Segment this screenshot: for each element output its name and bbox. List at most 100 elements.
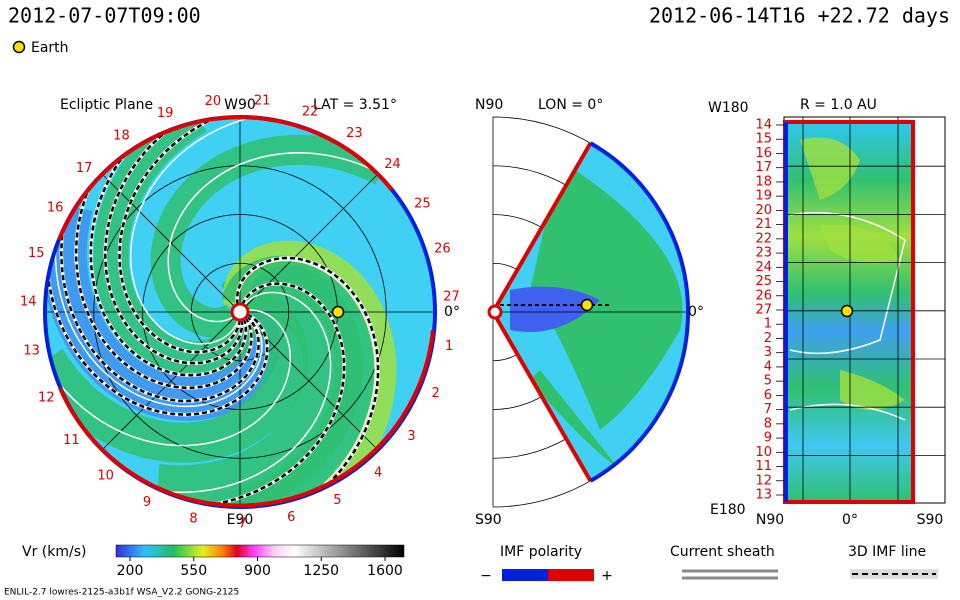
day-label: 16 <box>47 201 64 216</box>
day-label: 26 <box>755 288 772 303</box>
ecliptic-panel: Ecliptic Plane W90 LAT = 3.51° E90 0° <box>43 97 460 528</box>
day-label: 4 <box>764 359 772 374</box>
day-label: 11 <box>63 433 80 448</box>
shell-panel <box>783 116 946 504</box>
day-label: 22 <box>302 104 319 119</box>
polarity-pos <box>548 569 594 581</box>
day-label: 21 <box>254 94 271 109</box>
day-label: 17 <box>755 160 772 175</box>
bottom-label: E90 <box>227 512 254 528</box>
bottom-label: S90 <box>475 512 502 528</box>
imf-line <box>60 214 260 403</box>
footer: ENLIL-2.7 lowres-2125-a3b1f WSA_V2.2 GON… <box>4 588 239 598</box>
day-label: 9 <box>143 495 151 510</box>
run-time: 2012-06-14T16 +22.72 days <box>649 4 950 28</box>
day-label: 26 <box>434 241 451 256</box>
day-label: 6 <box>287 510 295 525</box>
meridional-panel <box>487 116 691 508</box>
day-label: 2 <box>431 386 439 401</box>
sheath-line <box>167 152 389 323</box>
day-label: 15 <box>755 132 772 147</box>
day-label: 14 <box>755 118 772 133</box>
day-label: 11 <box>755 459 772 474</box>
day-label: 12 <box>38 391 55 406</box>
colorbar-tick-label: 1250 <box>303 563 339 579</box>
sheath-line <box>47 309 292 447</box>
day-label: 22 <box>755 231 772 246</box>
day-label: 5 <box>764 374 772 389</box>
day-label: 8 <box>764 416 772 431</box>
day-label: 7 <box>238 516 246 531</box>
day-label: 14 <box>20 295 37 310</box>
imf-line <box>118 117 242 354</box>
bottom-label: E180 <box>710 502 746 518</box>
day-label: 18 <box>113 129 130 144</box>
imf-line <box>104 120 244 365</box>
imf-line <box>74 173 253 390</box>
speed-band <box>93 117 259 377</box>
day-label: 3 <box>764 345 772 360</box>
x-label: 0° <box>842 512 858 528</box>
imf-line <box>89 142 248 377</box>
polarity-minus: − <box>480 568 492 584</box>
sheath-swatch <box>682 569 778 580</box>
day-label: 13 <box>755 488 772 503</box>
day-label: 25 <box>414 196 431 211</box>
day-label: 18 <box>755 174 772 189</box>
day-label: 10 <box>755 445 772 460</box>
day-label: 20 <box>205 94 222 109</box>
speed-band <box>221 255 376 507</box>
imf-line <box>45 260 269 416</box>
day-label: 27 <box>443 290 460 305</box>
day-label: 16 <box>755 146 772 161</box>
colorbar <box>115 544 405 558</box>
top-label: W180 <box>708 100 749 116</box>
day-label: 17 <box>76 161 93 176</box>
x-label: N90 <box>756 512 784 528</box>
day-label: 3 <box>407 429 415 444</box>
day-label: 19 <box>157 106 174 121</box>
day-label: 12 <box>755 473 772 488</box>
earth-icon <box>12 40 26 54</box>
day-label: 21 <box>755 217 772 232</box>
colorbar-tick-label: 900 <box>244 563 271 579</box>
polarity-neg <box>502 569 548 581</box>
day-label: 20 <box>755 203 772 218</box>
day-label: 10 <box>97 468 114 483</box>
day-label: 6 <box>764 388 772 403</box>
colorbar-tick-label: 550 <box>180 563 207 579</box>
sheath-line <box>147 291 332 494</box>
day-label: 24 <box>384 157 401 172</box>
shell-title: R = 1.0 AU <box>800 97 877 113</box>
top-label: N90 <box>475 97 503 113</box>
lat-label: LAT = 3.51° <box>313 97 397 113</box>
day-label: 24 <box>755 260 772 275</box>
day-label: 8 <box>189 511 197 526</box>
day-label: 1 <box>445 339 453 354</box>
sheath-line <box>129 117 268 345</box>
day-label: 4 <box>374 465 382 480</box>
polarity-plus: + <box>601 568 613 584</box>
sheath-title: Current sheath <box>670 544 775 560</box>
day-label: 19 <box>755 189 772 204</box>
right-label: 0° <box>444 304 460 320</box>
time: 2012-07-07T09:00 <box>8 4 201 28</box>
panel-title: Ecliptic Plane <box>60 97 153 113</box>
day-label: 7 <box>764 402 772 417</box>
day-label: 23 <box>346 126 363 141</box>
day-label: 25 <box>755 274 772 289</box>
sheath-line <box>54 232 263 408</box>
imf-line <box>235 256 380 500</box>
x-label: S90 <box>917 512 944 528</box>
imf-title: 3D IMF line <box>848 544 926 560</box>
day-label: 2 <box>764 331 772 346</box>
legend-earth: Earth <box>31 40 69 56</box>
day-label: 23 <box>755 246 772 261</box>
colorbar-tick-label: 1600 <box>367 563 403 579</box>
speed-band <box>45 290 309 463</box>
colorbar-tick-label: 200 <box>117 563 144 579</box>
top-label: W90 <box>224 97 256 113</box>
day-label: 27 <box>755 303 772 318</box>
day-label: 9 <box>764 431 772 446</box>
speed-band <box>150 134 389 338</box>
